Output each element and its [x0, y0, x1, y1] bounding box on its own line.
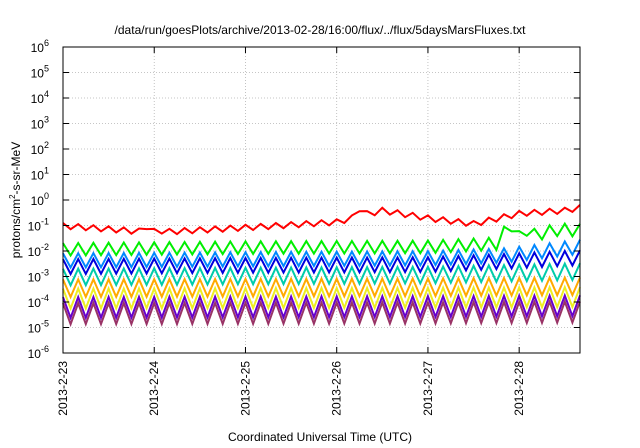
y-tick-label: 105	[31, 64, 49, 81]
series-line-4	[62, 248, 581, 277]
series-line-5	[62, 261, 581, 288]
y-tick-label: 100	[31, 191, 49, 208]
y-tick-label: 10-5	[28, 319, 49, 336]
y-tick-label: 10-2	[28, 242, 49, 259]
y-tick-label: 10-1	[28, 217, 49, 234]
series-line-2	[62, 221, 581, 258]
x-tick-label: 2013-2-25	[238, 361, 252, 416]
series-line-9	[62, 298, 581, 328]
x-axis-label: Coordinated Universal Time (UTC)	[228, 430, 412, 444]
y-tick-label: 101	[31, 166, 49, 183]
series-line-6	[62, 275, 581, 300]
y-axis-label: protons/cm2-s-sr-MeV	[8, 142, 23, 258]
series-line-1	[62, 204, 581, 236]
y-tick-label: 103	[31, 115, 49, 132]
x-tick-label: 2013-2-27	[421, 361, 435, 416]
chart-title: /data/run/goesPlots/archive/2013-02-28/1…	[115, 23, 527, 37]
series-line-7	[62, 284, 581, 312]
x-tick-label: 2013-2-26	[330, 361, 344, 416]
y-tick-label: 10-4	[28, 293, 49, 310]
x-tick-label: 2013-2-23	[56, 361, 70, 416]
y-tick-label: 102	[31, 140, 49, 157]
x-tick-label: 2013-2-24	[147, 361, 161, 416]
series-layer	[62, 204, 581, 328]
y-axis-label-sup: 2	[8, 194, 17, 199]
y-axis-label-base: protons/cm	[9, 199, 23, 258]
ticks: 10-6 10-5 10-4 10-3 10-2 10-1 100 101 102 103 104 1…	[28, 38, 580, 416]
y-tick-label: 10-6	[28, 344, 49, 361]
series-line-3	[62, 239, 581, 270]
y-axis-label-rest: -s-sr-MeV	[9, 142, 23, 195]
y-tick-label: 10-3	[28, 268, 49, 285]
x-tick-label: 2013-2-28	[512, 361, 526, 416]
y-tick-label: 104	[31, 89, 49, 106]
y-tick-label: 106	[31, 38, 49, 55]
series-line-8	[62, 292, 581, 321]
